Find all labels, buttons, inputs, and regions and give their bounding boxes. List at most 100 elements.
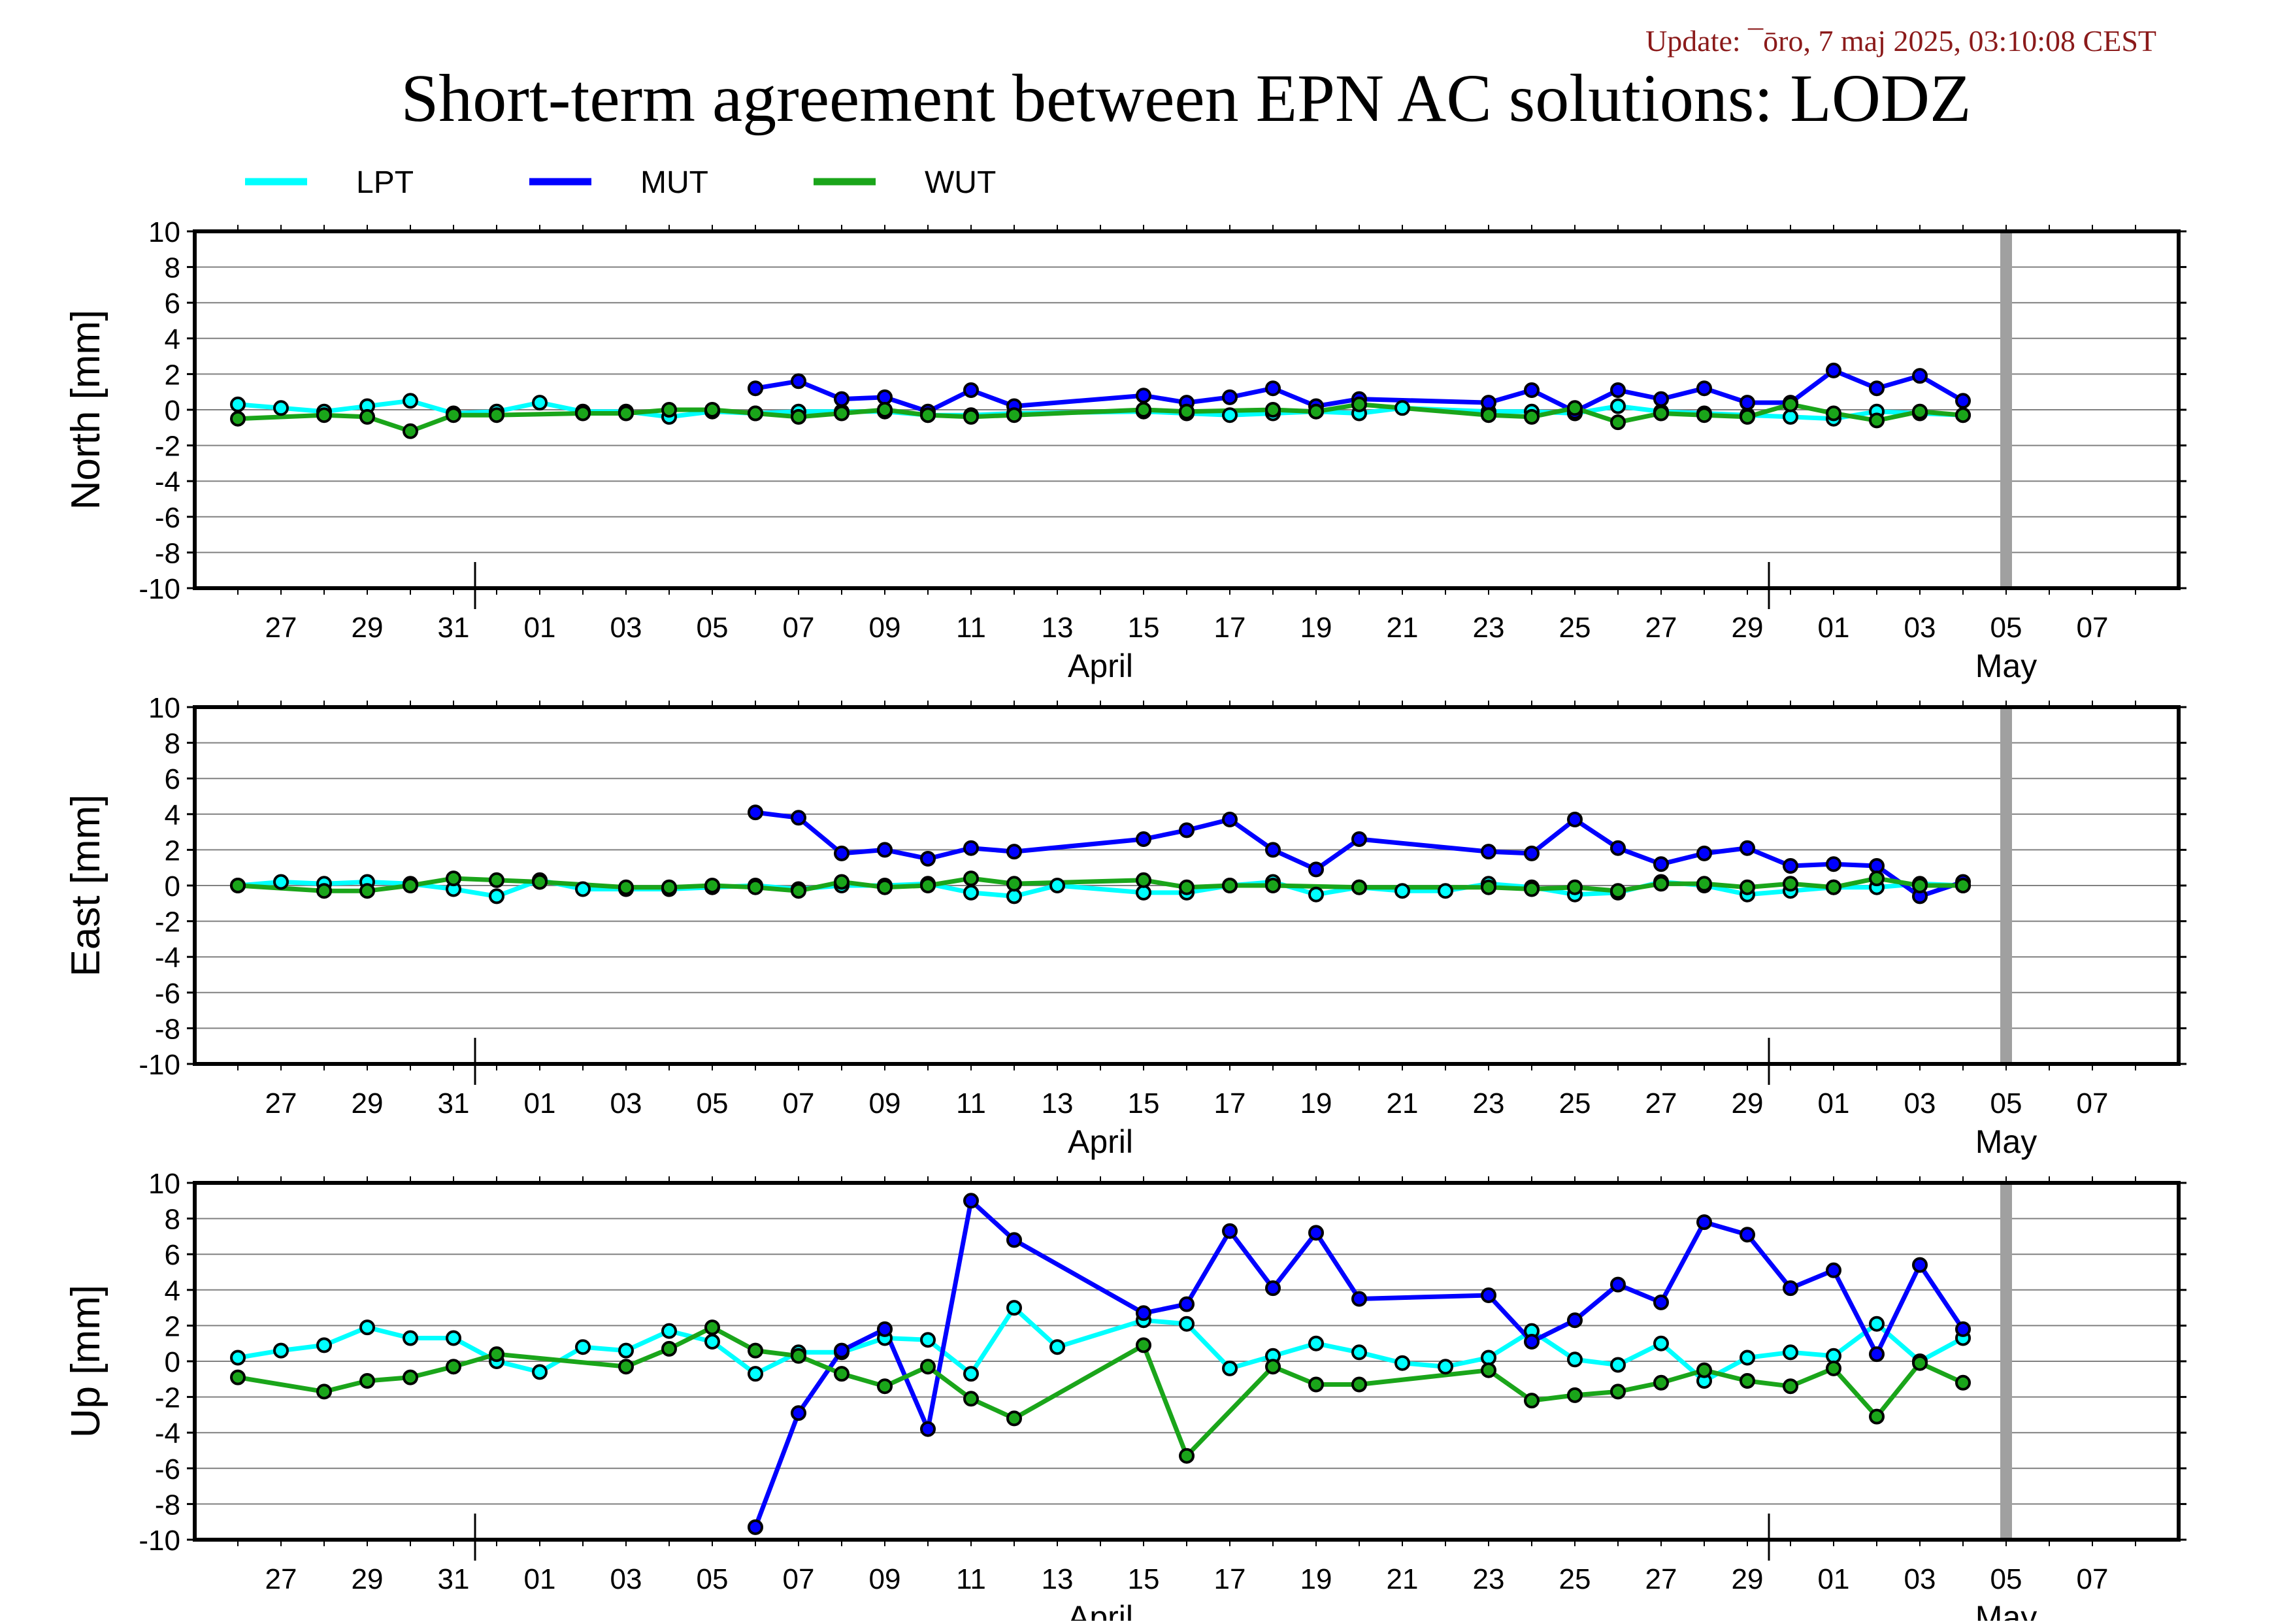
data-point-wut — [1869, 412, 1885, 429]
x-tick-label: 29 — [352, 1087, 384, 1119]
data-point-mut — [963, 382, 979, 398]
data-point-wut — [748, 1342, 763, 1359]
y-tick-label: -6 — [155, 978, 180, 1010]
today-marker — [2000, 707, 2012, 1064]
data-point-mut — [1265, 842, 1281, 858]
data-point-mut — [963, 1193, 979, 1209]
data-point-mut — [834, 1342, 850, 1359]
data-point-lpt — [1179, 1316, 1195, 1332]
data-point-mut — [1696, 380, 1712, 397]
y-tick-label: 2 — [165, 835, 180, 867]
data-point-mut — [748, 380, 763, 397]
data-point-mut — [1869, 380, 1885, 397]
data-point-wut — [1610, 414, 1626, 431]
data-point-mut — [1308, 861, 1324, 878]
data-point-mut — [877, 389, 893, 405]
data-point-wut — [1222, 878, 1238, 893]
x-tick-label: 11 — [956, 612, 986, 644]
data-point-mut — [920, 1421, 936, 1437]
data-point-mut — [1136, 1305, 1151, 1321]
data-point-mut — [1826, 1262, 1841, 1278]
data-point-lpt — [963, 884, 979, 901]
panel-2: 10 86 42 0 -2-4-6 -8 -10 27 29 31 01 03 05 07 09 11 13 15… — [63, 1168, 2186, 1624]
data-point-wut — [1567, 400, 1583, 416]
data-point-lpt — [316, 1337, 332, 1353]
data-point-wut — [1912, 878, 1928, 893]
x-tick-label: 31 — [438, 1563, 470, 1595]
data-point-lpt — [1049, 1339, 1065, 1355]
data-point-wut — [1524, 1393, 1540, 1409]
data-point-mut — [1265, 380, 1281, 397]
data-point-wut — [1826, 879, 1841, 895]
data-point-mut — [1610, 840, 1626, 856]
data-point-wut — [359, 408, 375, 425]
data-point-mut — [748, 804, 763, 821]
data-point-wut — [489, 1346, 504, 1363]
y-tick-label: 0 — [165, 870, 180, 903]
data-point-wut — [877, 879, 893, 895]
data-point-wut — [618, 879, 634, 895]
plot-frame — [193, 229, 2181, 590]
y-axis-label: North [mm] — [63, 310, 108, 510]
plot-frame — [193, 705, 2181, 1066]
data-point-wut — [489, 872, 504, 888]
data-point-lpt — [273, 400, 289, 416]
data-point-wut — [791, 1348, 806, 1364]
data-point-mut — [1955, 1321, 1971, 1337]
data-point-lpt — [1783, 408, 1798, 425]
y-tick-label: -4 — [155, 1417, 180, 1450]
data-point-wut — [834, 874, 850, 890]
data-point-wut — [1610, 883, 1626, 899]
x-tick-label: 05 — [697, 1087, 729, 1119]
data-point-mut — [748, 1519, 763, 1535]
data-point-wut — [1783, 1378, 1798, 1395]
x-tick-label: 07 — [783, 612, 815, 644]
data-point-wut — [1783, 876, 1798, 892]
data-point-lpt — [618, 1342, 634, 1359]
x-tick-label: 07 — [2077, 1563, 2109, 1595]
data-point-mut — [1481, 395, 1496, 411]
data-point-lpt — [446, 1330, 461, 1346]
data-point-wut — [1696, 1362, 1712, 1378]
data-point-wut — [618, 405, 634, 422]
data-point-wut — [1006, 1410, 1022, 1427]
data-point-lpt — [1049, 878, 1065, 893]
y-tick-label: 6 — [165, 288, 180, 320]
x-tick-label: 13 — [1042, 1087, 1074, 1119]
data-point-mut — [1869, 858, 1885, 874]
x-tick-label: 07 — [2077, 1087, 2109, 1119]
x-tick-label: 23 — [1473, 1563, 1505, 1595]
y-tick-label: -2 — [155, 1382, 180, 1414]
data-point-wut — [1826, 1360, 1841, 1376]
x-tick-label: 01 — [524, 612, 556, 644]
series-markers — [230, 362, 1971, 439]
x-tick-label: 11 — [956, 1563, 986, 1595]
data-point-wut — [1783, 396, 1798, 412]
data-point-mut — [920, 851, 936, 867]
data-point-lpt — [661, 1323, 677, 1339]
x-month-label: April — [1068, 1123, 1133, 1160]
data-point-mut — [1222, 389, 1238, 405]
x-tick-label: 01 — [524, 1087, 556, 1119]
x-tick-label: 03 — [1904, 612, 1936, 644]
data-point-wut — [1653, 405, 1669, 422]
data-point-wut — [1524, 408, 1540, 425]
data-point-wut — [1179, 879, 1195, 895]
x-tick-label: 03 — [610, 1563, 642, 1595]
data-point-lpt — [1610, 1357, 1626, 1373]
data-point-mut — [1740, 1227, 1755, 1243]
y-tick-label: 10 — [148, 692, 180, 724]
data-point-mut — [1567, 812, 1583, 827]
data-point-wut — [1351, 1376, 1367, 1393]
data-point-mut — [1783, 1280, 1798, 1297]
x-tick-label: 23 — [1473, 1087, 1505, 1119]
x-tick-label: 25 — [1559, 612, 1591, 644]
y-tick-label: 4 — [165, 799, 180, 831]
data-point-lpt — [575, 1339, 591, 1355]
legend: LPT MUT WUT — [245, 165, 996, 200]
data-point-wut — [704, 402, 720, 418]
series-line-wut — [237, 402, 1964, 434]
today-marker — [2000, 1183, 2012, 1540]
